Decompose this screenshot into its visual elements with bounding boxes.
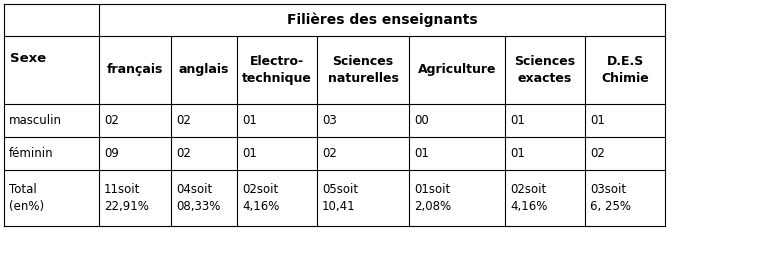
Text: 02: 02 bbox=[176, 114, 191, 127]
Text: 02: 02 bbox=[176, 147, 191, 160]
Text: 01: 01 bbox=[510, 114, 525, 127]
Text: français: français bbox=[107, 63, 163, 76]
Text: 02soit
4,16%: 02soit 4,16% bbox=[510, 183, 547, 213]
Text: masculin: masculin bbox=[9, 114, 62, 127]
Text: 01: 01 bbox=[590, 114, 605, 127]
Text: 02: 02 bbox=[590, 147, 605, 160]
Text: Total
(en%): Total (en%) bbox=[9, 183, 44, 213]
Text: 01soit
2,08%: 01soit 2,08% bbox=[414, 183, 451, 213]
Text: Agriculture: Agriculture bbox=[418, 63, 496, 76]
Text: 02: 02 bbox=[322, 147, 337, 160]
Text: 11soit
22,91%: 11soit 22,91% bbox=[104, 183, 149, 213]
Text: Sciences
naturelles: Sciences naturelles bbox=[327, 55, 399, 85]
Text: 01: 01 bbox=[510, 147, 525, 160]
Text: 00: 00 bbox=[414, 114, 429, 127]
Text: 03soit
6, 25%: 03soit 6, 25% bbox=[590, 183, 631, 213]
Text: 02: 02 bbox=[104, 114, 119, 127]
Text: 01: 01 bbox=[242, 147, 257, 160]
Text: 09: 09 bbox=[104, 147, 119, 160]
Text: 02soit
4,16%: 02soit 4,16% bbox=[242, 183, 280, 213]
Text: 03: 03 bbox=[322, 114, 337, 127]
Text: Electro-
technique: Electro- technique bbox=[242, 55, 312, 85]
Text: 05soit
10,41: 05soit 10,41 bbox=[322, 183, 358, 213]
Text: féminin: féminin bbox=[9, 147, 54, 160]
Text: Sciences
exactes: Sciences exactes bbox=[515, 55, 575, 85]
Text: D.E.S
Chimie: D.E.S Chimie bbox=[601, 55, 649, 85]
Text: Filières des enseignants: Filières des enseignants bbox=[287, 13, 478, 27]
Text: Sexe: Sexe bbox=[10, 52, 46, 66]
Text: 04soit
08,33%: 04soit 08,33% bbox=[176, 183, 221, 213]
Text: 01: 01 bbox=[242, 114, 257, 127]
Text: 01: 01 bbox=[414, 147, 429, 160]
Text: anglais: anglais bbox=[179, 63, 229, 76]
